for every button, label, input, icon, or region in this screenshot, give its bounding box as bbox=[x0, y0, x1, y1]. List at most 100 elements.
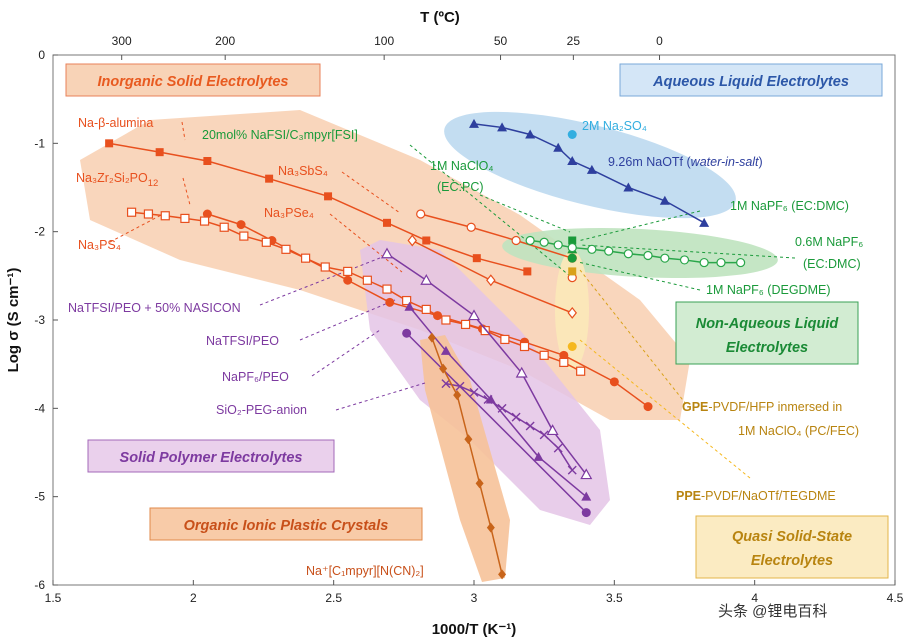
point-na3sbs4 bbox=[416, 209, 426, 219]
point-na3zr2si2po12 bbox=[609, 377, 619, 387]
label-napf6-06-2: (EC:DMC) bbox=[803, 257, 861, 271]
point-sio2-peg-anion bbox=[567, 465, 577, 475]
point-0-6m-napf6-ec-dmc bbox=[539, 237, 549, 247]
x-tick-label: 2.5 bbox=[325, 591, 342, 605]
region-aqueous bbox=[444, 111, 736, 219]
point-9-26m-naotf-water-in-salt bbox=[525, 129, 536, 139]
point-na3ps4 bbox=[160, 211, 170, 221]
label-sio2: SiO₂-PEG-anion bbox=[216, 403, 307, 417]
point-sio2-peg-anion bbox=[525, 421, 535, 431]
point-ppe-pvdf-naotf-tegdme bbox=[567, 342, 577, 351]
x-tick-label: 3.5 bbox=[606, 591, 623, 605]
point-na-alumina bbox=[382, 218, 391, 227]
y-tick-label: -2 bbox=[34, 225, 45, 239]
point-na3ps4 bbox=[180, 213, 190, 224]
point-natfsi-peo bbox=[581, 491, 592, 501]
point-0-6m-napf6-ec-dmc bbox=[567, 242, 577, 253]
point-na-alumina bbox=[265, 174, 274, 183]
label-naotf: 9.26m NaOTf (water-in-salt) bbox=[608, 155, 763, 169]
point-na3ps4 bbox=[126, 207, 137, 217]
point-sio2-peg-anion bbox=[553, 443, 563, 453]
axes-layer: 1.5 2 2.5 3 3.5 4 4.5 0 -1 -2 -3 -4 -5 -6 300 200 100 50 2… bbox=[34, 34, 903, 605]
y-tick-label: -5 bbox=[34, 490, 45, 504]
point-na3ps4 bbox=[320, 262, 330, 272]
point-natfsi-peo-50-nasicon bbox=[546, 424, 559, 436]
leader-line bbox=[409, 144, 571, 277]
label-nafsi: 20mol% NaFSI/C₃mpyr[FSI] bbox=[202, 128, 358, 142]
point-na3ps4 bbox=[301, 253, 311, 263]
top-axis-label: T (ºC) bbox=[420, 9, 460, 26]
point-gpe-pvdf-hfp-inmersed-in-1m-naclo4-pc-fec bbox=[568, 267, 577, 276]
point-sio2-peg-anion bbox=[441, 379, 451, 389]
leader-line bbox=[577, 261, 701, 291]
x-tick-label: 3 bbox=[471, 591, 478, 605]
point-na3ps4 bbox=[281, 244, 291, 254]
point-natfsi-peo-50-nasicon bbox=[467, 309, 481, 321]
label-napf6-degdme: 1M NaPF₆ (DEGDME) bbox=[706, 283, 831, 297]
point-na3pse4 bbox=[486, 274, 496, 287]
box-aqueous-label: Aqueous Liquid Electrolytes bbox=[652, 74, 849, 90]
label-napf6-06-1: 0.6M NaPF₆ bbox=[795, 235, 863, 249]
top-tick-label: 50 bbox=[494, 34, 508, 48]
x-tick-label: 4.5 bbox=[887, 591, 904, 605]
point-sio2-peg-anion bbox=[483, 395, 493, 404]
x-tick-label: 1.5 bbox=[45, 591, 62, 605]
point-na3ps4 bbox=[382, 284, 392, 294]
box-oipc-label: Organic Ionic Plastic Crystals bbox=[184, 518, 389, 534]
box-quasi-label-1: Quasi Solid-State bbox=[732, 529, 852, 545]
leader-line bbox=[109, 212, 166, 243]
x-axis-label: 1000/T (K⁻¹) bbox=[432, 621, 517, 638]
point-na-c1mpyr-n-cn-2 bbox=[439, 363, 448, 374]
point-na3zr2si2po12 bbox=[343, 275, 353, 285]
label-nzsp-main: Na₃Zr₂Si₂PO bbox=[76, 171, 148, 185]
point-na3ps4 bbox=[402, 295, 412, 306]
label-naotf-end: ) bbox=[759, 155, 763, 169]
leader-line bbox=[579, 269, 687, 405]
point-na3zr2si2po12 bbox=[559, 350, 569, 360]
point-napf6-peo bbox=[402, 328, 412, 338]
point-na3ps4 bbox=[421, 304, 431, 314]
point-9-26m-naotf-water-in-salt bbox=[567, 156, 578, 165]
point-0-6m-napf6-ec-dmc bbox=[553, 240, 563, 250]
point-na3ps4 bbox=[500, 334, 510, 345]
point-1m-napf6-degdme bbox=[567, 253, 577, 263]
series-line-natfsi-peo-50-nasicon bbox=[386, 253, 587, 476]
point-9-26m-naotf-water-in-salt bbox=[659, 195, 670, 205]
point-na-alumina bbox=[203, 157, 212, 165]
point-na-alumina bbox=[105, 139, 114, 148]
point-0-6m-napf6-ec-dmc bbox=[660, 253, 670, 263]
leader-line bbox=[299, 299, 396, 341]
point-na3ps4 bbox=[559, 357, 569, 367]
point-1m-naclo4-ec-pc bbox=[568, 236, 577, 245]
label-ppe-rest: -PVDF/NaOTf/TEGDME bbox=[701, 489, 836, 503]
label-nzsp: Na₃Zr₂Si₂PO12 bbox=[76, 171, 158, 189]
point-natfsi-peo bbox=[533, 451, 544, 461]
point-na3pse4 bbox=[407, 234, 418, 247]
label-nzsp-sub: 12 bbox=[148, 178, 159, 189]
label-natfsi: NaTFSI/PEO bbox=[206, 334, 279, 348]
top-tick-label: 0 bbox=[656, 34, 663, 48]
point-na3pse4 bbox=[567, 306, 578, 319]
point-na-c1mpyr-n-cn-2 bbox=[464, 434, 473, 445]
point-na3ps4 bbox=[343, 266, 353, 277]
point-na3zr2si2po12 bbox=[236, 220, 246, 230]
region-oipc bbox=[420, 335, 510, 582]
label-na2so4: 2M Na₂SO₄ bbox=[582, 119, 647, 133]
label-oipc: Na⁺[C₁mpyr][N(CN)₂] bbox=[306, 564, 424, 578]
point-na3zr2si2po12 bbox=[643, 402, 653, 412]
point-9-26m-naotf-water-in-salt bbox=[623, 182, 634, 192]
top-tick-label: 25 bbox=[567, 34, 581, 48]
leader-line bbox=[479, 194, 571, 233]
label-gpe-2: 1M NaClO₄ (PC/FEC) bbox=[738, 424, 859, 438]
box-quasi-label-2: Electrolytes bbox=[751, 553, 833, 569]
point-sio2-peg-anion bbox=[455, 381, 465, 391]
point-na3sbs4 bbox=[466, 222, 476, 232]
label-napf6-ecdmc: 1M NaPF₆ (EC:DMC) bbox=[730, 199, 849, 213]
point-na3ps4 bbox=[519, 341, 530, 352]
label-naotf-italic: water-in-salt bbox=[691, 155, 759, 169]
point-na3ps4 bbox=[460, 319, 471, 330]
point-na-alumina bbox=[523, 267, 532, 276]
label-na3pse4: Na₃PSe₄ bbox=[264, 206, 314, 220]
box-nonaqueous-label-1: Non-Aqueous Liquid bbox=[696, 316, 840, 332]
